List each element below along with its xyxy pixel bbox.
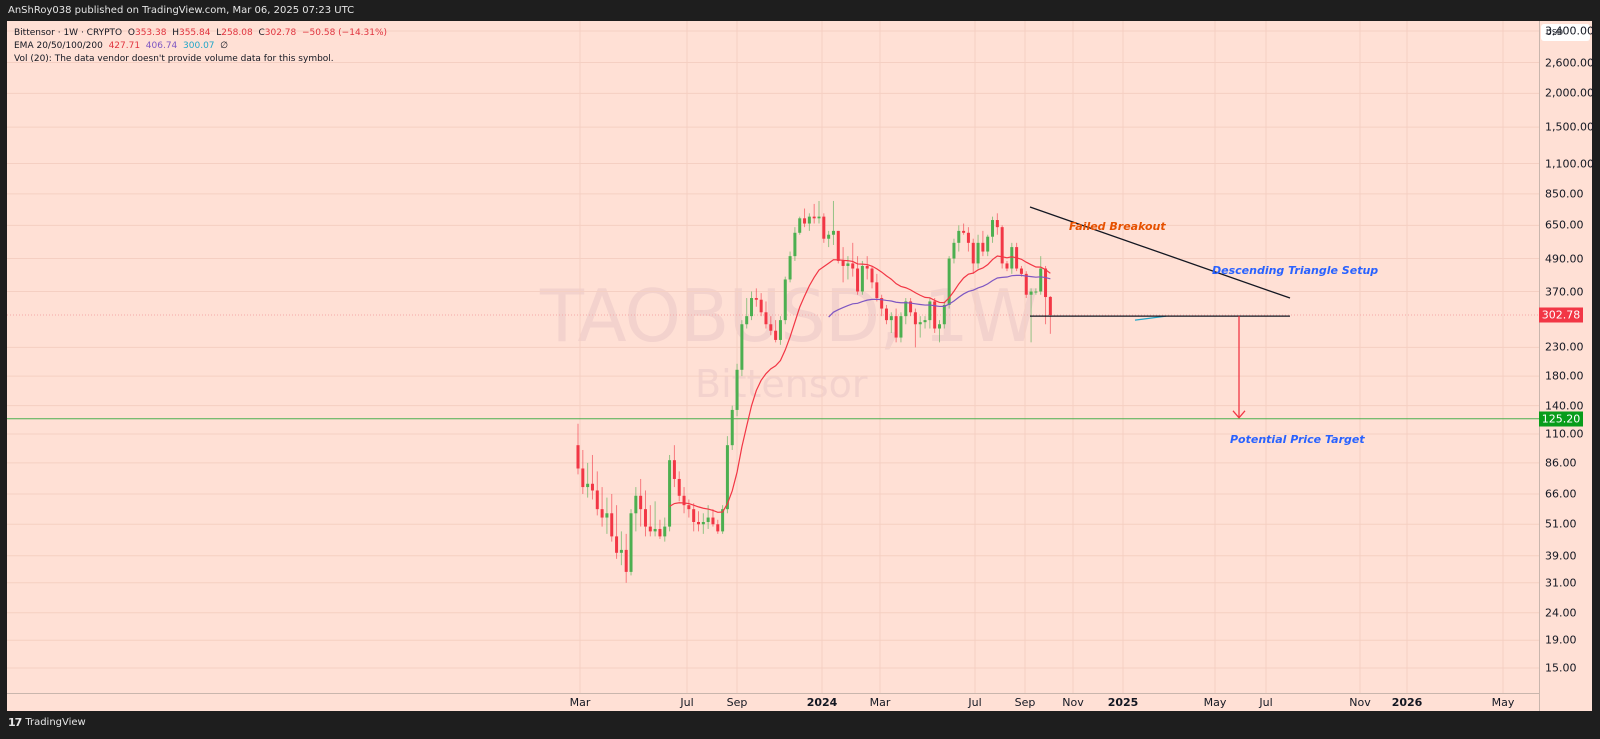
currency-button[interactable]: USD <box>1541 24 1590 41</box>
close-value: 302.78 <box>264 28 297 38</box>
price-tick: 39.00 <box>1545 549 1577 563</box>
price-chart[interactable] <box>7 21 1539 693</box>
time-tick: Mar <box>869 696 891 709</box>
price-tick: 86.00 <box>1545 456 1577 470</box>
time-tick: 2026 <box>1391 696 1423 709</box>
price-tick: 850.00 <box>1545 187 1584 201</box>
price-tick: 3,400.00 <box>1545 24 1594 38</box>
time-tick: Nov <box>1349 696 1371 709</box>
watermark-name: Bittensor <box>695 362 868 406</box>
ema200-value: ∅ <box>220 41 229 51</box>
time-tick: Mar <box>569 696 591 709</box>
time-tick: Jul <box>1259 696 1273 709</box>
price-tick: 140.00 <box>1545 399 1584 413</box>
last-price-tag: 302.78 <box>1539 307 1583 323</box>
open-value: 353.38 <box>134 28 167 38</box>
ema20-value: 427.71 <box>108 41 141 51</box>
descending-triangle-label[interactable]: Descending Triangle Setup <box>1212 264 1379 277</box>
price-tick: 180.00 <box>1545 369 1584 383</box>
price-tick: 31.00 <box>1545 576 1577 590</box>
brand-name: TradingView <box>25 717 86 728</box>
ema50-value: 406.74 <box>145 41 178 51</box>
change-value: −50.58 (−14.31%) <box>302 28 388 38</box>
time-tick: Jul <box>968 696 982 709</box>
legend-volume-row[interactable]: Vol (20): The data vendor doesn't provid… <box>14 54 334 64</box>
price-tick: 650.00 <box>1545 218 1584 232</box>
price-tick: 230.00 <box>1545 340 1584 354</box>
time-tick: Jul <box>680 696 694 709</box>
high-value: 355.84 <box>178 28 211 38</box>
failed-breakout-label[interactable]: Failed Breakout <box>1069 220 1166 233</box>
price-tick: 2,600.00 <box>1545 56 1594 69</box>
price-tick: 24.00 <box>1545 606 1577 620</box>
price-tick: 19.00 <box>1545 633 1577 647</box>
time-tick: May <box>1491 696 1515 709</box>
price-tick: 51.00 <box>1545 517 1577 531</box>
price-tick: 66.00 <box>1545 487 1577 501</box>
price-axis[interactable] <box>1539 21 1593 711</box>
symbol-info[interactable]: Bittensor · 1W · CRYPTO <box>14 28 123 38</box>
chart-frame <box>7 21 1592 711</box>
low-value: 258.08 <box>221 28 253 38</box>
time-tick: Nov <box>1062 696 1084 709</box>
chart-legend: Bittensor · 1W · CRYPTO O353.38 H355.84 … <box>14 27 387 66</box>
time-axis[interactable] <box>7 693 1539 712</box>
price-target-label[interactable]: Potential Price Target <box>1230 433 1365 446</box>
ema-label: EMA 20/50/100/200 <box>14 41 103 51</box>
price-tick: 370.00 <box>1545 285 1584 298</box>
time-tick: May <box>1203 696 1227 709</box>
time-tick: Sep <box>1014 696 1036 709</box>
legend-ohlc-row: Bittensor · 1W · CRYPTO O353.38 H355.84 … <box>14 28 388 38</box>
publisher-bar: AnShRoy038 published on TradingView.com,… <box>8 5 355 16</box>
time-tick: Sep <box>726 696 748 709</box>
footer-brand: 17 TradingView <box>8 716 86 729</box>
tradingview-logo-icon: 17 <box>8 716 22 729</box>
price-tick: 1,100.00 <box>1545 157 1594 171</box>
time-tick: 2025 <box>1107 696 1139 709</box>
price-tick: 490.00 <box>1545 252 1584 266</box>
price-tick: 1,500.00 <box>1545 120 1594 134</box>
ema100-value: 300.07 <box>183 41 215 51</box>
price-tick: 15.00 <box>1545 661 1577 675</box>
target-price-tag: 125.20 <box>1539 411 1583 427</box>
legend-ema-row[interactable]: EMA 20/50/100/200 427.71 406.74 300.07 ∅ <box>14 40 387 53</box>
price-tick: 110.00 <box>1545 427 1584 441</box>
time-tick: 2024 <box>806 696 838 709</box>
price-tick: 2,000.00 <box>1545 86 1594 100</box>
